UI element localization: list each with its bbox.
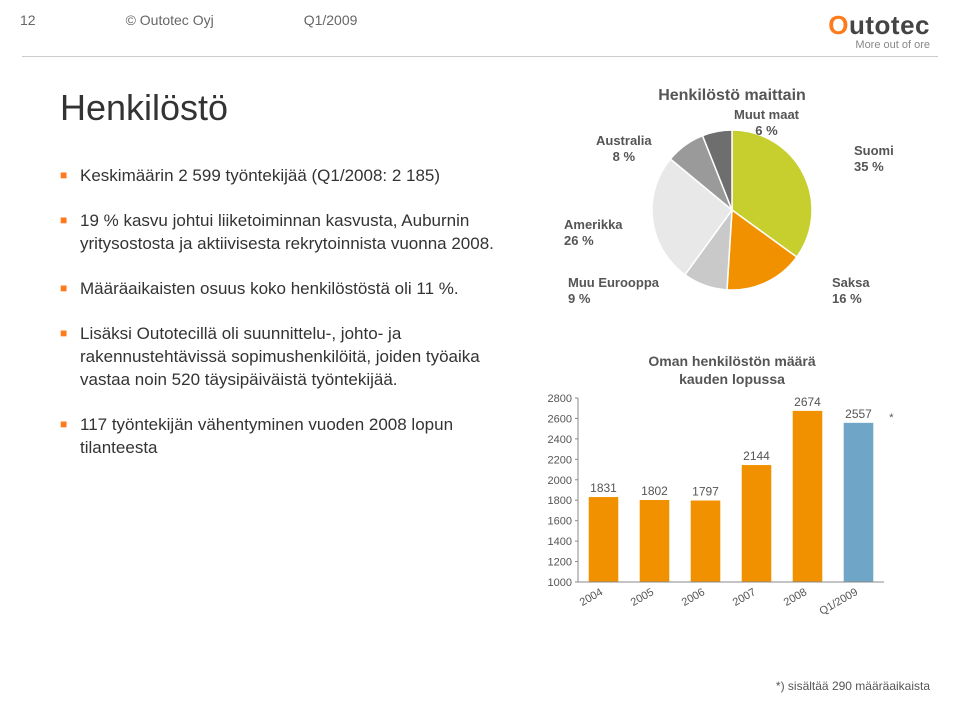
bar-value-label: 2557 <box>845 407 872 421</box>
bullet-item: Määräaikaisten osuus koko henkilöstöstä … <box>60 278 510 301</box>
pie-slice-label: Australia8 % <box>596 133 652 164</box>
bar <box>640 500 670 582</box>
footnote: *) sisältää 290 määräaikaista <box>776 679 930 693</box>
pie-slice-label: Suomi35 % <box>854 143 894 174</box>
pie-slice-label: Muut maat6 % <box>734 107 799 138</box>
bar <box>589 497 619 582</box>
period-text: Q1/2009 <box>304 12 358 28</box>
pie-slice-label: Amerikka26 % <box>564 217 623 248</box>
x-tick-label: 2006 <box>680 586 707 609</box>
bar-title-line1: Oman henkilöstön määrä <box>648 353 815 369</box>
x-tick-label: 2008 <box>782 586 809 609</box>
bullet-list: Keskimäärin 2 599 työntekijää (Q1/2008: … <box>60 165 510 459</box>
page-title: Henkilöstö <box>60 87 510 129</box>
logo: Outotec More out of ore <box>828 10 930 51</box>
y-tick-label: 2600 <box>548 413 572 425</box>
bar <box>844 423 874 582</box>
x-tick-label: Q1/2009 <box>817 586 860 617</box>
bar-chart: 1000 1200 1400 1600 1800 2000 2200 2400 2600 2800… <box>534 388 894 618</box>
left-column: Henkilöstö Keskimäärin 2 599 työntekijää… <box>60 87 510 618</box>
bar <box>793 411 823 582</box>
y-tick-label: 2000 <box>548 475 572 487</box>
bar-value-label: 1802 <box>641 484 668 498</box>
y-tick-label: 1400 <box>548 536 572 548</box>
bar-title: Oman henkilöstön määrä kauden lopussa <box>534 353 930 388</box>
slide-header: 12 © Outotec Oyj Q1/2009 Outotec More ou… <box>0 0 960 56</box>
x-tick-label: 2004 <box>578 586 605 609</box>
pie-slice-label: Saksa16 % <box>832 275 870 306</box>
right-column: Henkilöstö maittain Suomi35 % Saksa16 % Mu… <box>534 87 930 618</box>
y-tick-label: 1000 <box>548 577 572 589</box>
bar-marker: *) <box>889 412 894 424</box>
bar <box>691 501 721 582</box>
bar-title-line2: kauden lopussa <box>679 371 785 387</box>
x-tick-label: 2005 <box>629 586 656 609</box>
logo-rest: utotec <box>849 10 930 40</box>
pie-chart <box>637 115 827 305</box>
y-tick-label: 1600 <box>548 516 572 528</box>
copyright-text: © Outotec Oyj <box>126 12 214 28</box>
logo-accent-char: O <box>828 10 849 40</box>
y-tick-label: 2400 <box>548 434 572 446</box>
bar <box>742 465 772 582</box>
content-area: Henkilöstö Keskimäärin 2 599 työntekijää… <box>0 57 960 628</box>
page-number: 12 <box>20 12 36 28</box>
logo-text: Outotec <box>828 10 930 41</box>
pie-title: Henkilöstö maittain <box>534 87 930 105</box>
y-tick-label: 1800 <box>548 495 572 507</box>
bar-value-label: 1831 <box>590 481 617 495</box>
y-tick-label: 2200 <box>548 454 572 466</box>
pie-chart-area: Henkilöstö maittain Suomi35 % Saksa16 % Mu… <box>534 87 930 347</box>
header-left: 12 © Outotec Oyj Q1/2009 <box>20 12 357 28</box>
bar-value-label: 2674 <box>794 395 821 409</box>
bullet-item: 117 työntekijän vähentyminen vuoden 2008… <box>60 414 510 460</box>
y-tick-label: 2800 <box>548 393 572 405</box>
bullet-item: Lisäksi Outotecillä oli suunnittelu-, jo… <box>60 323 510 392</box>
bar-chart-area: Oman henkilöstön määrä kauden lopussa 10… <box>534 353 930 618</box>
y-tick-label: 1200 <box>548 557 572 569</box>
bar-value-label: 2144 <box>743 449 770 463</box>
pie-slice-label: Muu Eurooppa9 % <box>568 275 659 306</box>
bullet-item: Keskimäärin 2 599 työntekijää (Q1/2008: … <box>60 165 510 188</box>
bar-value-label: 1797 <box>692 485 719 499</box>
bullet-item: 19 % kasvu johtui liiketoiminnan kasvust… <box>60 210 510 256</box>
x-tick-label: 2007 <box>731 586 758 609</box>
